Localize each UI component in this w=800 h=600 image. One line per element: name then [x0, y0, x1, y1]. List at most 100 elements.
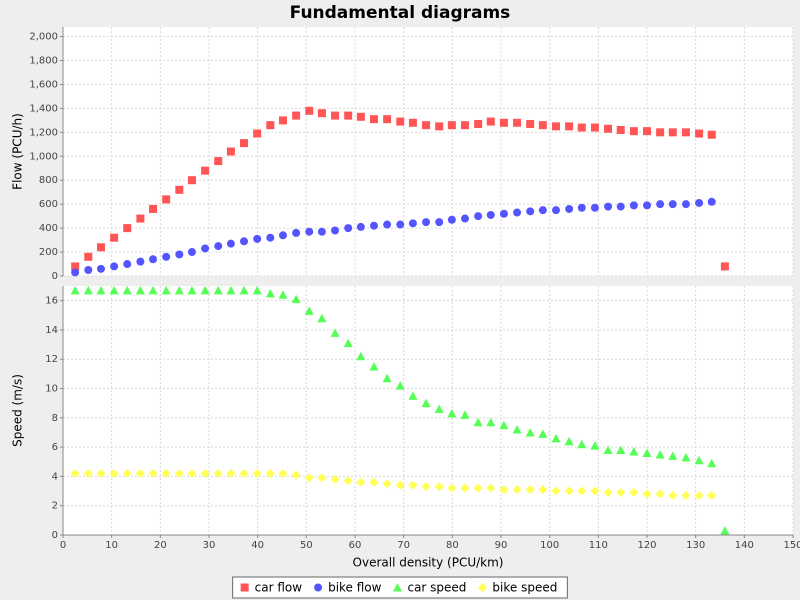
point	[577, 203, 586, 212]
point	[460, 483, 470, 493]
point	[71, 262, 80, 271]
point	[174, 285, 184, 295]
point	[148, 285, 158, 295]
point	[525, 427, 535, 437]
point	[292, 111, 301, 120]
y-tick-label: 6	[52, 442, 58, 453]
point	[616, 202, 625, 211]
point	[149, 255, 158, 264]
y-tick-label: 400	[39, 223, 58, 234]
point	[84, 252, 93, 261]
point	[292, 228, 301, 237]
point	[421, 398, 431, 408]
point	[96, 468, 106, 478]
point	[83, 468, 93, 478]
point	[305, 227, 314, 236]
x-tick-label: 10	[105, 540, 118, 551]
point	[655, 489, 665, 499]
point	[369, 221, 378, 230]
point	[278, 290, 288, 299]
point	[668, 451, 678, 460]
point	[148, 468, 158, 478]
point	[668, 490, 678, 500]
point	[707, 197, 716, 206]
point	[499, 420, 509, 430]
y-tick-label: 1,000	[29, 151, 58, 162]
y-tick-label: 200	[39, 247, 58, 258]
point	[486, 210, 495, 219]
point	[474, 212, 483, 221]
y-tick-label: 2,000	[29, 32, 58, 43]
y-tick-label: 1,200	[29, 127, 58, 138]
point	[564, 486, 574, 496]
point	[655, 449, 665, 459]
point	[525, 485, 535, 495]
point	[304, 473, 314, 483]
point	[668, 128, 677, 137]
point	[474, 119, 483, 128]
point	[175, 185, 184, 194]
legend-marker	[477, 583, 487, 592]
point	[616, 488, 626, 498]
point	[291, 470, 301, 480]
point	[526, 119, 535, 128]
point	[551, 486, 561, 496]
y-axis-label: Flow (PCU/h)	[11, 113, 25, 190]
point	[161, 285, 171, 295]
y-tick-label: 800	[39, 175, 58, 186]
y-tick-label: 4	[52, 471, 58, 482]
point	[187, 176, 196, 185]
point	[694, 490, 704, 500]
point	[590, 441, 600, 450]
point	[187, 468, 197, 478]
point	[604, 124, 613, 133]
point	[551, 206, 560, 215]
point	[253, 129, 262, 138]
point	[214, 157, 223, 166]
point	[695, 198, 704, 207]
x-tick-label: 150	[783, 540, 800, 551]
y-tick-label: 0	[52, 271, 58, 282]
point	[629, 127, 638, 136]
point	[70, 285, 80, 295]
point	[200, 468, 210, 478]
point	[473, 483, 483, 493]
point	[96, 285, 106, 295]
point	[565, 122, 574, 131]
point	[642, 448, 652, 457]
point	[356, 112, 365, 121]
point	[720, 526, 730, 535]
point	[707, 130, 716, 139]
point	[278, 116, 287, 125]
plot-area	[63, 27, 793, 276]
point	[239, 285, 249, 295]
legend-marker	[314, 583, 323, 592]
point	[266, 121, 275, 130]
point	[213, 468, 223, 478]
point	[590, 203, 599, 212]
point	[434, 404, 444, 414]
point	[253, 234, 262, 243]
legend	[232, 576, 568, 599]
point	[201, 166, 210, 175]
point	[486, 117, 495, 126]
point	[499, 118, 508, 127]
point	[252, 468, 262, 478]
point	[266, 233, 275, 242]
legend-marker	[240, 583, 249, 592]
y-tick-label: 14	[45, 325, 58, 336]
y-tick-label: 2	[52, 501, 58, 512]
point	[395, 381, 405, 390]
point	[460, 410, 470, 419]
y-axis-label: Speed (m/s)	[11, 374, 25, 447]
point	[344, 111, 353, 120]
point	[643, 127, 651, 136]
point	[526, 207, 535, 216]
series	[70, 468, 717, 500]
point	[577, 486, 587, 496]
point	[135, 285, 145, 295]
point	[96, 264, 105, 273]
point	[720, 262, 729, 271]
series	[70, 285, 730, 535]
point	[356, 477, 366, 487]
